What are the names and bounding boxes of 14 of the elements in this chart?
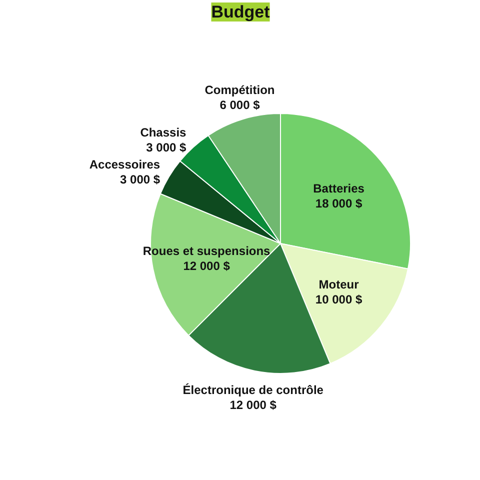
data-label: 12 000 $ xyxy=(183,259,230,274)
data-label: 6 000 $ xyxy=(220,98,260,112)
slice-label: Batteries xyxy=(313,182,365,196)
data-label: 3 000 $ xyxy=(146,140,187,154)
slice-label: Compétition xyxy=(204,83,275,98)
data-label: 10 000 $ xyxy=(315,292,362,306)
slice-label: Accessoires xyxy=(89,157,160,172)
data-label: 12 000 $ xyxy=(230,398,277,412)
slice-label: Chassis xyxy=(140,125,187,140)
chart-title: Budget xyxy=(211,2,270,22)
data-label: 18 000 $ xyxy=(315,196,362,211)
data-label: 3 000 $ xyxy=(120,172,160,186)
slice-label: Moteur xyxy=(318,277,360,292)
slice-label: Électronique de contrôle xyxy=(182,383,324,398)
